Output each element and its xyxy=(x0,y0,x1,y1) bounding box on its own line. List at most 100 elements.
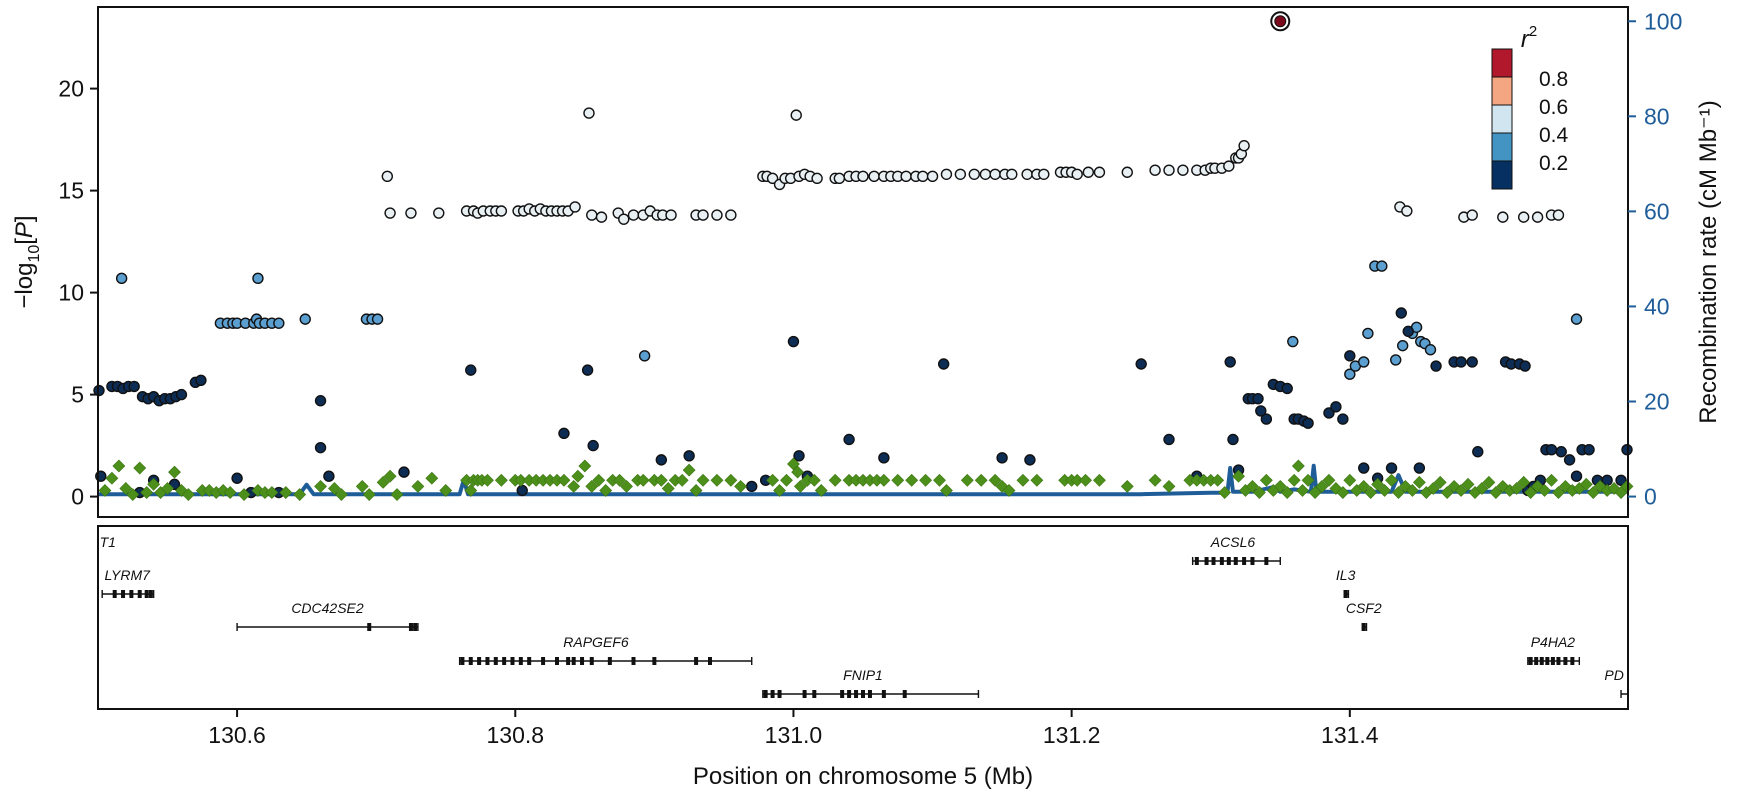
gene-exon-CSF2-0 xyxy=(1361,623,1366,631)
snp-point-low_ld-61 xyxy=(1302,417,1314,429)
snp-point-no_ld-62 xyxy=(654,473,668,487)
snp-point-low_ld-80 xyxy=(1519,360,1531,372)
snp-point-no_ld-21 xyxy=(265,486,279,499)
gene-exon-FNIP1-5 xyxy=(840,690,845,698)
snp-point-low_ld-93 xyxy=(1615,474,1627,486)
gene-exon-LYRM7-0 xyxy=(112,590,117,598)
snp-point-high_ld-63 xyxy=(968,168,980,180)
gene-exon-RAPGEF6-15 xyxy=(607,657,612,665)
snp-point-no_ld-95 xyxy=(988,473,1002,487)
snp-point-mid_ld-24 xyxy=(1376,260,1388,272)
snp-point-no_ld-70 xyxy=(724,473,738,487)
gene-exon-RAPGEF6-17 xyxy=(652,657,657,665)
snp-point-high_ld-78 xyxy=(1149,164,1161,176)
snp-point-mid_ld-19 xyxy=(1344,368,1356,380)
legend-swatch-1 xyxy=(1491,48,1513,78)
y-left-tick-label-4: 20 xyxy=(58,76,84,102)
snp-point-low_ld-45 xyxy=(1163,433,1175,446)
snp-point-mid_ld-31 xyxy=(1424,344,1437,356)
snp-point-low_ld-72 xyxy=(1430,360,1442,372)
snp-point-high_ld-53 xyxy=(868,170,880,183)
snp-point-no_ld-135 xyxy=(1371,477,1385,491)
y-left-tick-label-1: 5 xyxy=(71,382,84,408)
snp-point-no_ld-22 xyxy=(279,486,293,499)
y-axis-left-title-subscript: 10 xyxy=(26,245,43,263)
gene-exon-ACSL6-5 xyxy=(1233,557,1238,565)
snp-point-no_ld-3 xyxy=(119,482,133,495)
snp-point-low_ld-66 xyxy=(1358,462,1370,474)
snp-point-no_ld-6 xyxy=(140,486,154,499)
gene-exon-CDC42SE2-0 xyxy=(367,623,372,631)
snp-point-no_ld-143 xyxy=(1426,482,1440,495)
gene-label-T1: T1 xyxy=(100,534,116,550)
snp-point-no_ld-66 xyxy=(682,463,696,477)
snp-point-no_ld-72 xyxy=(766,473,780,487)
gene-exon-LYRM7-2 xyxy=(129,590,134,598)
snp-point-no_ld-91 xyxy=(933,473,946,487)
snp-point-low_ld-47 xyxy=(1224,356,1236,368)
x-tick-label-1: 130.8 xyxy=(486,722,544,748)
gene-exon-RAPGEF6-12 xyxy=(571,657,576,665)
snp-point-high_ld-64 xyxy=(979,168,992,180)
snp-point-high_ld-70 xyxy=(1038,168,1050,180)
gene-exon-LYRM7-3 xyxy=(137,590,142,598)
gene-exon-RAPGEF6-1 xyxy=(468,657,473,665)
snp-point-high_ld-23 xyxy=(569,201,581,213)
snp-point-no_ld-65 xyxy=(675,473,689,487)
snp-point-high_ld-97 xyxy=(1531,211,1544,223)
snp-point-no_ld-73 xyxy=(773,484,786,497)
gene-exon-RAPGEF6-4 xyxy=(493,657,498,665)
snp-point-high_ld-94 xyxy=(1466,209,1478,221)
gene-exon-CDC42SE2-1 xyxy=(408,623,413,631)
lead-snp-point xyxy=(1274,15,1287,28)
snp-point-no_ld-118 xyxy=(1259,473,1273,487)
gene-label-LYRM7: LYRM7 xyxy=(105,567,152,583)
gene-exon-RAPGEF6-13 xyxy=(580,657,585,665)
snp-point-high_ld-37 xyxy=(725,209,737,221)
y-left-tick-label-2: 10 xyxy=(58,280,84,306)
snp-point-high_ld-90 xyxy=(1238,140,1250,152)
x-tick-label-2: 131.0 xyxy=(765,722,823,748)
snp-point-high_ld-4 xyxy=(405,207,417,219)
snp-point-no_ld-121 xyxy=(1280,486,1294,499)
snp-point-high_ld-75 xyxy=(1082,166,1095,178)
snp-point-no_ld-63 xyxy=(661,482,675,495)
gene-exon-P4HA2-4 xyxy=(1550,657,1555,665)
snp-point-mid_ld-12 xyxy=(252,272,264,285)
snp-point-no_ld-147 xyxy=(1454,484,1468,497)
x-axis-title: Position on chromosome 5 (Mb) xyxy=(693,763,1033,790)
snp-point-no_ld-71 xyxy=(734,479,748,493)
gene-label-FNIP1: FNIP1 xyxy=(843,667,883,683)
snp-point-low_ld-53 xyxy=(1255,405,1267,417)
snp-point-no_ld-2 xyxy=(112,459,126,473)
gene-exon-ACSL6-2 xyxy=(1211,557,1216,565)
y-axis-left-title-p: P xyxy=(11,222,38,238)
snp-point-no_ld-18 xyxy=(237,488,251,501)
y-axis-right-title: Recombination rate (cM Mb⁻¹) xyxy=(1695,100,1722,423)
snp-point-no_ld-134 xyxy=(1364,486,1378,499)
snp-point-no_ld-130 xyxy=(1336,486,1350,499)
snp-point-low_ld-29 xyxy=(558,427,570,440)
snp-point-no_ld-155 xyxy=(1510,482,1524,495)
snp-point-high_ld-80 xyxy=(1177,164,1189,176)
snp-point-no_ld-125 xyxy=(1301,473,1315,487)
snp-point-low_ld-40 xyxy=(878,452,890,464)
snp-point-no_ld-131 xyxy=(1343,473,1357,487)
gene-exon-ACSL6-1 xyxy=(1204,557,1209,565)
snp-point-high_ld-61 xyxy=(940,168,953,180)
snp-point-high_ld-49 xyxy=(833,172,846,185)
snp-point-no_ld-81 xyxy=(828,473,842,487)
gene-track: T1 LYRM7 CDC42SE2 RAPGEF6 FNIP1 ACSL6 IL3 CSF2 P… xyxy=(98,534,1628,698)
gene-label-CSF2: CSF2 xyxy=(1346,600,1382,616)
snp-point-high_ld-62 xyxy=(954,168,967,180)
snp-point-low_ld-62 xyxy=(1323,407,1335,419)
snp-point-mid_ld-17 xyxy=(638,350,651,362)
y-left-tick-label-0: 0 xyxy=(71,484,84,510)
snp-point-no_ld-160 xyxy=(1545,473,1558,487)
snp-point-high_ld-95 xyxy=(1497,211,1509,223)
gene-exon-FNIP1-9 xyxy=(867,690,872,698)
snp-point-no_ld-32 xyxy=(411,479,425,493)
snp-point-mid_ld-0 xyxy=(115,272,128,285)
snp-point-low_ld-15 xyxy=(195,374,207,387)
snp-point-no_ld-152 xyxy=(1489,486,1503,499)
